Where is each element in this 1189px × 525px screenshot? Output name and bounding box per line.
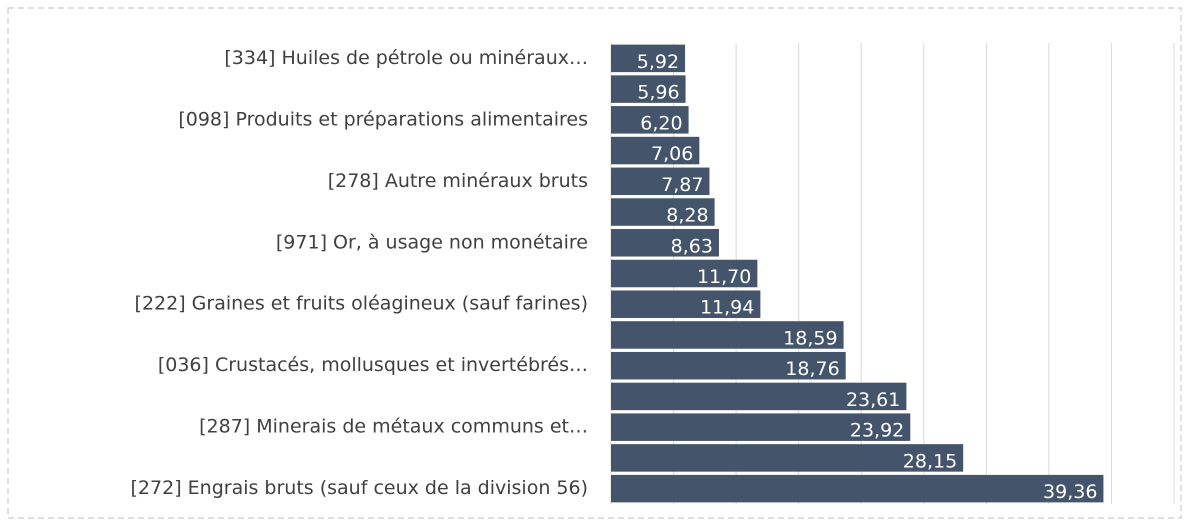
y-tick-label: [334] Huiles de pétrole ou minéraux…	[224, 47, 588, 69]
value-label: 8,28	[666, 205, 708, 227]
bar	[611, 382, 907, 411]
value-label: 11,70	[697, 266, 751, 288]
y-tick-label: [222] Graines et fruits oléagineux (sauf…	[135, 293, 588, 315]
y-tick-label: [287] Minerais de métaux communs et…	[199, 416, 588, 438]
value-label: 18,59	[783, 327, 837, 349]
bar	[611, 75, 686, 103]
value-label: 39,36	[1043, 481, 1097, 503]
value-label: 8,63	[671, 235, 713, 257]
y-tick-label: [036] Crustacés, mollusques et invertébr…	[158, 354, 588, 376]
value-label: 5,92	[637, 51, 679, 73]
y-tick-label: [098] Produits et préparations alimentai…	[178, 108, 588, 130]
value-label: 7,87	[661, 174, 703, 196]
value-label: 7,06	[651, 143, 693, 165]
bar	[611, 321, 844, 349]
bar	[611, 229, 719, 257]
bar	[611, 259, 758, 288]
bar	[611, 413, 911, 441]
bar	[611, 474, 1104, 503]
bar	[611, 198, 715, 226]
bar	[611, 444, 964, 472]
bar	[611, 106, 689, 134]
value-label: 23,61	[846, 389, 900, 411]
bar	[611, 167, 710, 196]
value-label: 11,94	[700, 297, 754, 319]
y-tick-label: [272] Engrais bruts (sauf ceux de la div…	[131, 477, 588, 499]
value-label: 28,15	[903, 450, 957, 472]
value-label: 5,96	[637, 82, 679, 104]
y-tick-label: [278] Autre minéraux bruts	[328, 170, 588, 192]
chart-border	[7, 7, 1182, 519]
bar	[611, 136, 700, 165]
value-label: 18,76	[785, 358, 839, 380]
bar	[611, 44, 686, 73]
value-label: 23,92	[850, 420, 904, 442]
y-tick-label: [971] Or, à usage non monétaire	[276, 231, 588, 253]
bar	[611, 290, 761, 318]
value-label: 6,20	[640, 112, 682, 134]
bar	[611, 351, 846, 380]
